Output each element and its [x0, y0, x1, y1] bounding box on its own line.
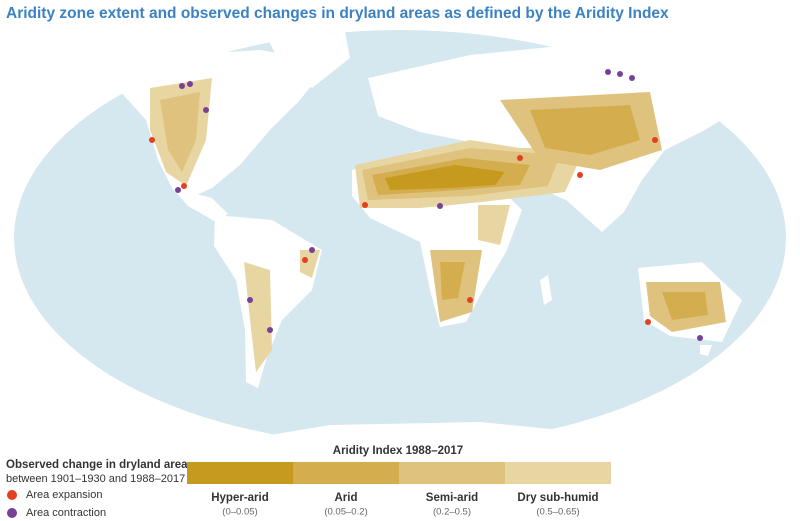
change-point [517, 155, 523, 161]
change-point [302, 257, 308, 263]
change-point [577, 172, 583, 178]
change-point [247, 297, 253, 303]
legend-label: Hyper-arid [211, 492, 269, 504]
legend-range: (0.05–0.2) [324, 507, 367, 518]
legend-swatch [505, 462, 611, 484]
change-point [309, 247, 315, 253]
dryland-zone [530, 105, 640, 155]
change-point [149, 137, 155, 143]
legend-label: Area contraction [26, 507, 106, 519]
map-title: Aridity zone extent and observed changes… [6, 5, 669, 22]
legend-swatch [293, 462, 399, 484]
change-point [629, 75, 635, 81]
change-legend-title: Observed change in dryland area [6, 459, 188, 471]
legend-range: (0.2–0.5) [433, 507, 471, 518]
change-point [203, 107, 209, 113]
dryland-zone [160, 92, 200, 172]
change-point [645, 319, 651, 325]
dryland-change-points [149, 69, 703, 341]
legend-label: Dry sub-humid [517, 492, 598, 504]
change-point [181, 183, 187, 189]
dryland-zones [150, 78, 726, 372]
change-legend: Area expansion Area contraction [7, 489, 106, 519]
change-point [362, 202, 368, 208]
legend-swatch [7, 508, 17, 518]
legend-range: (0.5–0.65) [536, 507, 579, 518]
change-point [697, 335, 703, 341]
change-point [267, 327, 273, 333]
legend-label: Area expansion [26, 489, 102, 501]
aridity-legend-title: Aridity Index 1988–2017 [333, 445, 463, 457]
dryland-zone [244, 262, 272, 372]
change-point [179, 83, 185, 89]
world-map [14, 30, 786, 446]
change-point [617, 71, 623, 77]
dryland-zone [662, 292, 708, 320]
legend-swatch [399, 462, 505, 484]
dryland-zone [440, 262, 465, 300]
change-point [652, 137, 658, 143]
dryland-zone [478, 205, 510, 245]
change-point [187, 81, 193, 87]
change-legend-subtitle: between 1901–1930 and 1988–2017 [6, 473, 185, 485]
change-point [175, 187, 181, 193]
change-point [605, 69, 611, 75]
legend-label: Semi-arid [426, 492, 478, 504]
change-point [437, 203, 443, 209]
dryland-zone [385, 165, 505, 190]
change-point [467, 297, 473, 303]
legend-swatch [187, 462, 293, 484]
legend-swatch [7, 490, 17, 500]
aridity-legend: Hyper-arid (0–0.05) Arid (0.05–0.2) Semi-ari… [187, 462, 611, 518]
legend-label: Arid [335, 492, 358, 504]
legend-range: (0–0.05) [222, 507, 257, 518]
